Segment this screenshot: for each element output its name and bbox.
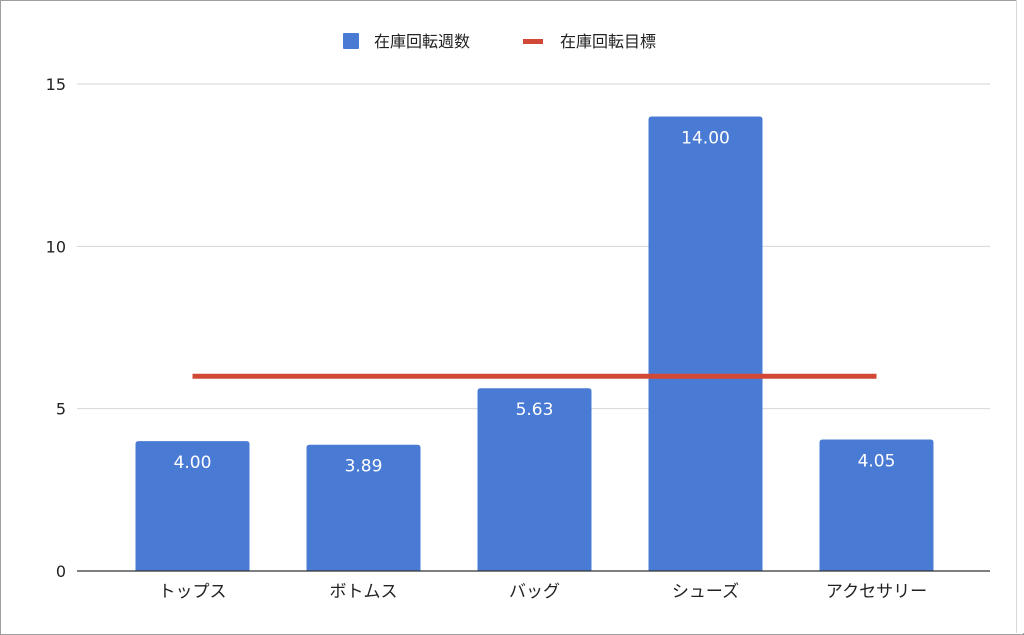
x-axis-ticks: トップス ボトムス バッグ シューズ アクセサリー bbox=[159, 582, 928, 602]
data-labels: 4.00 3.89 5.63 14.00 4.05 bbox=[174, 128, 896, 476]
legend-swatch-line bbox=[523, 39, 543, 44]
y-tick-label: 0 bbox=[56, 562, 66, 581]
bar-value-label: 4.05 bbox=[858, 452, 896, 472]
x-tick-label: ボトムス bbox=[330, 582, 398, 602]
bar bbox=[648, 116, 763, 571]
legend: 在庫回転週数 在庫回転目標 bbox=[343, 32, 656, 51]
legend-label-line: 在庫回転目標 bbox=[560, 32, 656, 51]
bar bbox=[477, 388, 592, 571]
legend-label-bar: 在庫回転週数 bbox=[374, 32, 470, 51]
y-axis-ticks: 0 5 10 15 bbox=[46, 75, 66, 581]
y-tick-label: 15 bbox=[46, 75, 66, 94]
sheet-edge bbox=[1016, 0, 1024, 633]
x-tick-label: アクセサリー bbox=[826, 582, 927, 602]
bar bbox=[135, 441, 250, 571]
bars bbox=[77, 116, 990, 572]
x-tick-label: バッグ bbox=[509, 582, 560, 602]
bar-value-label: 5.63 bbox=[516, 400, 554, 420]
bar bbox=[819, 439, 934, 571]
bar bbox=[306, 444, 421, 571]
x-tick-label: トップス bbox=[159, 582, 227, 602]
y-tick-label: 10 bbox=[46, 237, 66, 256]
bar-value-label: 3.89 bbox=[345, 457, 383, 477]
legend-swatch-bar bbox=[343, 33, 359, 49]
y-tick-label: 5 bbox=[56, 400, 66, 419]
bar-value-label: 4.00 bbox=[174, 453, 212, 473]
gridlines bbox=[77, 83, 990, 410]
x-tick-label: シューズ bbox=[672, 582, 739, 602]
bar-value-label: 14.00 bbox=[681, 128, 730, 148]
